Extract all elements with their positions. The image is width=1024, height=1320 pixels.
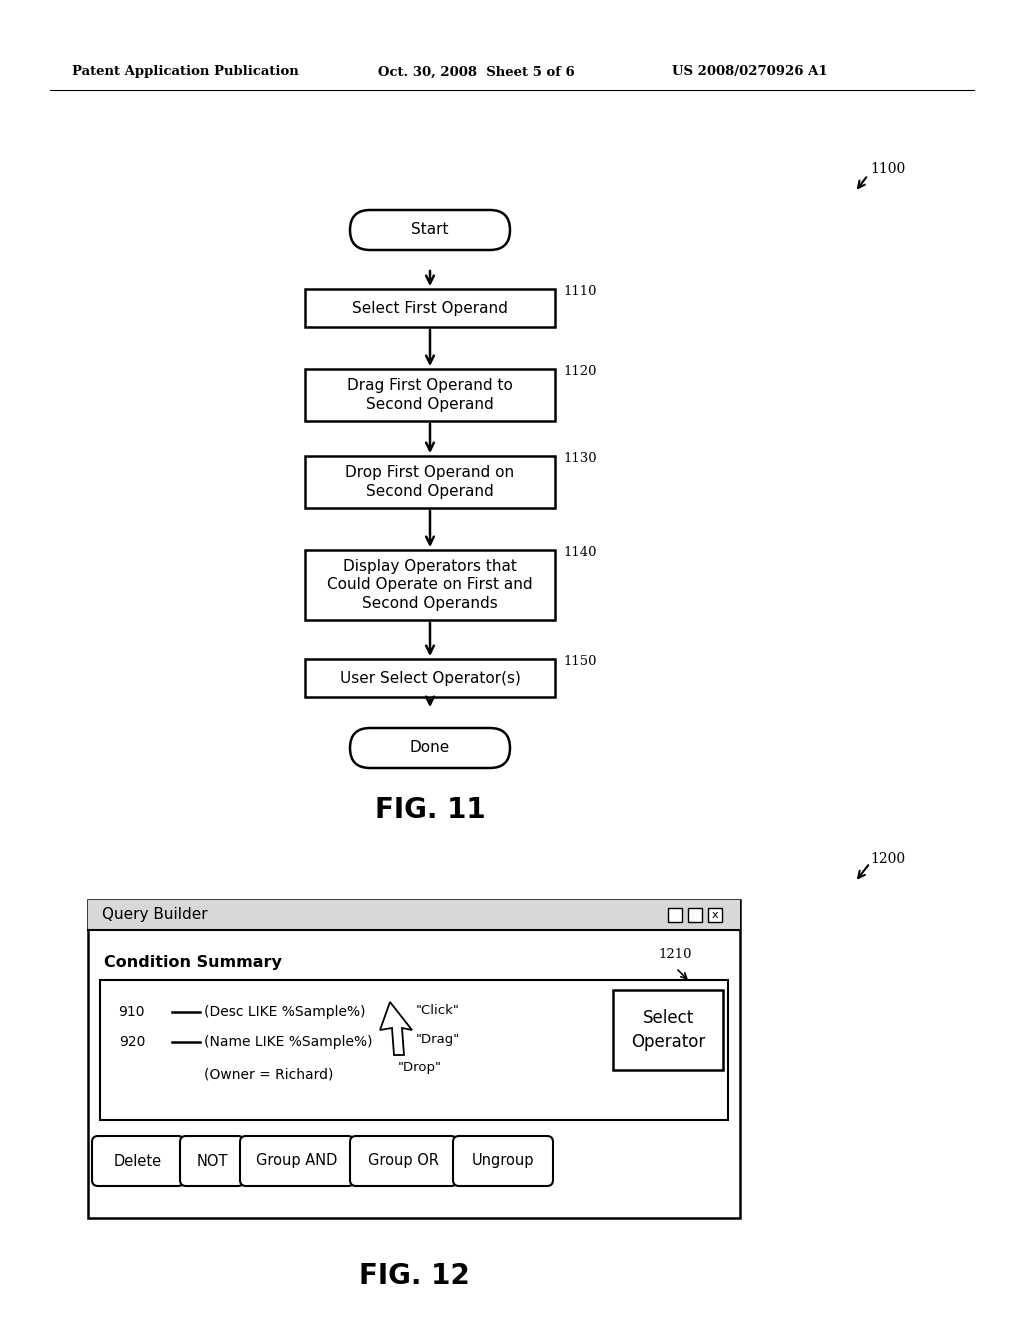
FancyBboxPatch shape bbox=[453, 1137, 553, 1185]
Bar bbox=[88, 900, 740, 1218]
Bar bbox=[88, 900, 740, 931]
Text: Group AND: Group AND bbox=[256, 1154, 338, 1168]
Text: Delete: Delete bbox=[114, 1154, 162, 1168]
Text: 1140: 1140 bbox=[563, 546, 597, 558]
Text: Condition Summary: Condition Summary bbox=[104, 954, 282, 969]
Text: "Drop": "Drop" bbox=[398, 1061, 442, 1074]
Text: "Drag": "Drag" bbox=[416, 1034, 460, 1047]
Text: 910: 910 bbox=[119, 1005, 145, 1019]
FancyBboxPatch shape bbox=[350, 729, 510, 768]
Text: Select
Operator: Select Operator bbox=[631, 1010, 706, 1051]
Text: 1100: 1100 bbox=[870, 162, 905, 176]
Bar bbox=[305, 659, 555, 697]
Polygon shape bbox=[380, 1002, 412, 1055]
Bar bbox=[708, 908, 722, 921]
Text: Drag First Operand to
Second Operand: Drag First Operand to Second Operand bbox=[347, 379, 513, 412]
Bar bbox=[305, 289, 555, 327]
Text: Oct. 30, 2008  Sheet 5 of 6: Oct. 30, 2008 Sheet 5 of 6 bbox=[378, 66, 574, 78]
Text: "Click": "Click" bbox=[416, 1003, 460, 1016]
Text: Drop First Operand on
Second Operand: Drop First Operand on Second Operand bbox=[345, 465, 515, 499]
Text: FIG. 12: FIG. 12 bbox=[358, 1262, 469, 1290]
Text: Display Operators that
Could Operate on First and
Second Operands: Display Operators that Could Operate on … bbox=[328, 558, 532, 611]
Text: x: x bbox=[712, 909, 718, 920]
Text: Select First Operand: Select First Operand bbox=[352, 301, 508, 315]
Text: 1150: 1150 bbox=[563, 655, 597, 668]
Text: 1120: 1120 bbox=[563, 366, 597, 378]
Text: 1210: 1210 bbox=[658, 948, 691, 961]
FancyBboxPatch shape bbox=[350, 210, 510, 249]
Text: (Name LIKE %Sample%): (Name LIKE %Sample%) bbox=[204, 1035, 373, 1049]
Bar bbox=[100, 979, 728, 1119]
Bar bbox=[613, 990, 723, 1071]
Text: Done: Done bbox=[410, 741, 451, 755]
FancyBboxPatch shape bbox=[240, 1137, 354, 1185]
Text: Start: Start bbox=[412, 223, 449, 238]
Bar bbox=[305, 370, 555, 421]
Text: (Owner = Richard): (Owner = Richard) bbox=[204, 1068, 334, 1082]
Bar bbox=[688, 908, 702, 921]
FancyBboxPatch shape bbox=[92, 1137, 184, 1185]
Text: NOT: NOT bbox=[197, 1154, 227, 1168]
Text: Ungroup: Ungroup bbox=[472, 1154, 535, 1168]
Text: Group OR: Group OR bbox=[368, 1154, 439, 1168]
Text: FIG. 11: FIG. 11 bbox=[375, 796, 485, 824]
Text: User Select Operator(s): User Select Operator(s) bbox=[340, 671, 520, 685]
Text: 1110: 1110 bbox=[563, 285, 597, 298]
FancyBboxPatch shape bbox=[350, 1137, 457, 1185]
Bar bbox=[305, 455, 555, 508]
FancyBboxPatch shape bbox=[180, 1137, 244, 1185]
Text: US 2008/0270926 A1: US 2008/0270926 A1 bbox=[672, 66, 827, 78]
Bar bbox=[305, 550, 555, 620]
Text: 1130: 1130 bbox=[563, 451, 597, 465]
Text: Query Builder: Query Builder bbox=[102, 908, 208, 923]
Bar bbox=[668, 908, 682, 921]
Text: 920: 920 bbox=[119, 1035, 145, 1049]
Text: Patent Application Publication: Patent Application Publication bbox=[72, 66, 299, 78]
Text: (Desc LIKE %Sample%): (Desc LIKE %Sample%) bbox=[204, 1005, 366, 1019]
Text: 1200: 1200 bbox=[870, 851, 905, 866]
